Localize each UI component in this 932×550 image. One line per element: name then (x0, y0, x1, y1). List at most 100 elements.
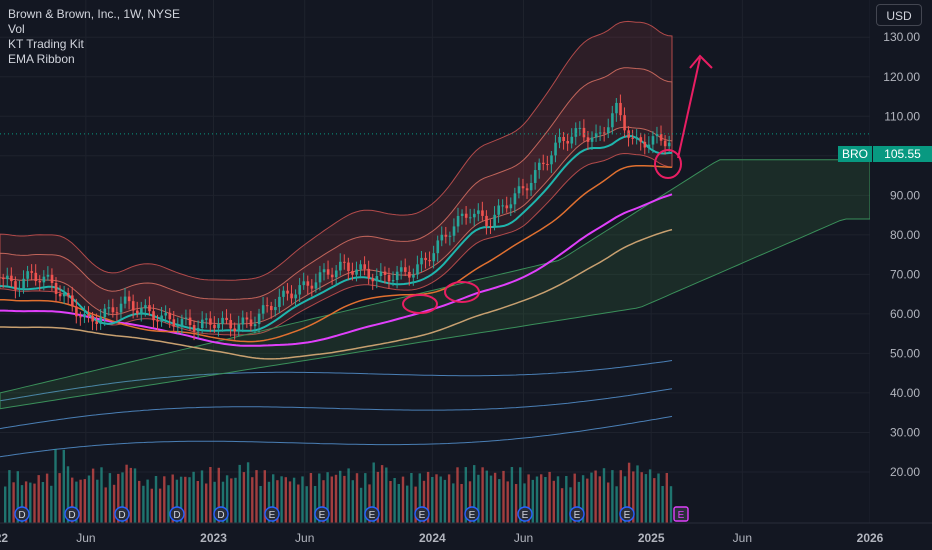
candle-body (464, 213, 468, 218)
volume-bar (8, 470, 11, 523)
volume-bar (276, 480, 279, 523)
candle-body (58, 293, 62, 297)
volume-bar (184, 476, 187, 523)
candle-body (79, 316, 82, 318)
volume-bar (540, 474, 543, 523)
volume-bar (636, 465, 639, 523)
earnings-marker (464, 506, 480, 522)
price-tick-label: 30.00 (890, 425, 920, 439)
candle-body (594, 133, 598, 138)
volume-bar (347, 468, 350, 523)
candle-body (156, 320, 159, 322)
candle-body (314, 282, 318, 289)
candle-body (245, 317, 249, 320)
candle-body (30, 271, 34, 273)
candle-body (261, 305, 265, 314)
volume-bar (230, 478, 233, 523)
volume-bar (447, 474, 451, 523)
candle-body (286, 290, 289, 294)
volume-bar (581, 475, 585, 523)
volume-bar (213, 481, 216, 523)
drawing-annotations (0, 54, 870, 314)
candle-body (602, 132, 606, 134)
volume-bar (594, 470, 597, 523)
volume-bar (406, 485, 409, 523)
candle-body (282, 290, 285, 297)
volume-bar (104, 487, 107, 523)
candle-body (375, 276, 379, 282)
volume-bar (238, 464, 241, 523)
candle-body (554, 142, 557, 156)
volume-bar (171, 474, 174, 523)
candle-body (655, 134, 659, 137)
dividend-marker (114, 506, 130, 522)
volume-bar (188, 477, 191, 523)
candle-body (477, 210, 480, 214)
price-tag-symbol: BRO (838, 146, 872, 162)
earnings-marker (619, 506, 635, 522)
volume-bar (527, 474, 530, 523)
candle-body (639, 137, 643, 142)
volume-bar (506, 481, 509, 523)
volume-bar (225, 475, 229, 523)
ema-50-line (0, 164, 673, 343)
volume-bar (552, 480, 555, 523)
candle-body (54, 283, 58, 294)
volume-bar (535, 476, 539, 523)
legend-study-kt[interactable]: KT Trading Kit (8, 37, 84, 51)
candle-body (343, 261, 346, 263)
legend-study-ema[interactable]: EMA Ribbon (8, 52, 75, 66)
volume-bar (196, 481, 199, 523)
candle-body (363, 264, 366, 269)
candle-body (115, 312, 119, 314)
candle-body (91, 315, 94, 322)
candle-body (22, 278, 25, 289)
currency-button[interactable]: USD (876, 4, 922, 26)
candle-body (176, 325, 180, 327)
candle-body (326, 269, 330, 275)
candle-body (237, 324, 241, 332)
candle-body (667, 142, 671, 147)
price-tick-label: 50.00 (890, 346, 920, 360)
volume-bar (192, 471, 195, 523)
volume-bar (481, 467, 484, 523)
volume-bar (280, 476, 283, 523)
candle-body (570, 136, 574, 144)
candle-body (265, 305, 269, 307)
price-axis[interactable]: 130.00120.00110.00100.0090.0080.0070.006… (870, 0, 932, 523)
candle-body (578, 127, 582, 129)
volume-bar (292, 477, 296, 523)
time-axis[interactable]: 2022 Jun 2023 Jun 2024 Jun 2025 Jun 2026 (0, 522, 932, 550)
candle-body (395, 271, 399, 281)
candle-body (188, 317, 192, 326)
legend-study-vol[interactable]: Vol (8, 22, 25, 36)
candle-body (278, 296, 281, 307)
volume-bar (100, 467, 103, 523)
candle-body (379, 271, 383, 277)
candle-body (538, 162, 541, 171)
dividend-marker (169, 506, 185, 522)
candle-body (95, 321, 98, 324)
price-tick-label: 60.00 (890, 307, 920, 321)
time-tick-label: 2024 (419, 531, 446, 545)
candle-body (416, 264, 419, 275)
volume-bar (221, 481, 225, 523)
volume-bar (29, 482, 32, 523)
candle-body (391, 280, 395, 282)
candle-body (509, 204, 513, 209)
volume-bar (586, 478, 589, 523)
time-tick-label: 2022 (0, 531, 8, 545)
earnings-marker (314, 506, 330, 522)
volume-bar (87, 475, 91, 523)
candle-body (164, 312, 168, 316)
candle-body (529, 182, 533, 191)
legend-title[interactable]: Brown & Brown, Inc., 1W, NYSE (8, 7, 181, 21)
candle-body (2, 277, 5, 280)
candle-body (424, 257, 427, 261)
ema-200-line (0, 228, 673, 360)
candle-body (217, 323, 220, 329)
volume-bar (259, 486, 262, 523)
candle-body (493, 214, 496, 227)
volume-bar (640, 472, 643, 523)
